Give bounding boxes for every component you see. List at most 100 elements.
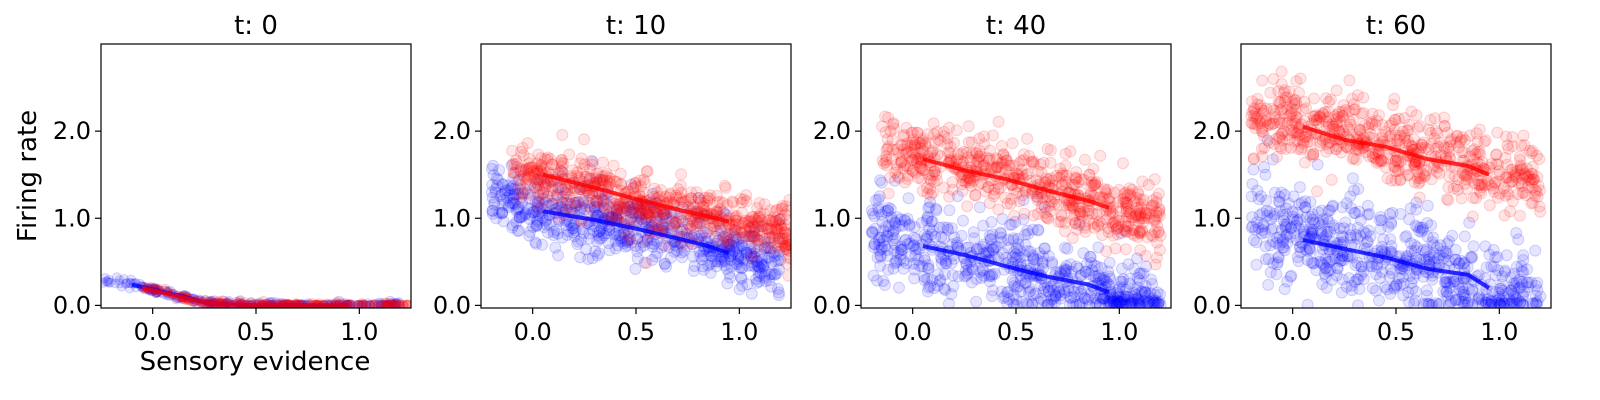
scatter-point: [1103, 192, 1116, 205]
scatter-point: [960, 264, 972, 277]
scatter-point: [1141, 231, 1154, 244]
scatter-point: [623, 230, 636, 243]
scatter-point: [1118, 290, 1131, 303]
scatter-point: [867, 241, 880, 254]
scatter-point: [893, 281, 905, 294]
scatter-point: [881, 230, 894, 243]
scatter-point: [397, 300, 408, 308]
scatter-point: [601, 175, 613, 187]
scatter-point: [596, 174, 609, 187]
scatter-point: [1070, 223, 1083, 236]
scatter-point: [668, 217, 681, 230]
scatter-point: [881, 204, 894, 217]
scatter-point: [596, 205, 609, 218]
scatter-point: [1001, 297, 1014, 308]
scatter-point: [1010, 187, 1023, 200]
scatter-point: [1008, 183, 1021, 196]
scatter-point: [929, 230, 942, 243]
scatter-point: [486, 178, 499, 191]
scatter-point: [1027, 253, 1040, 266]
scatter-point: [1139, 291, 1152, 304]
scatter-point: [1117, 273, 1130, 286]
scatter-point: [900, 147, 913, 160]
scatter-point: [880, 143, 893, 156]
scatter-point: [1125, 294, 1138, 307]
scatter-point: [1143, 295, 1156, 308]
scatter-point: [638, 239, 650, 252]
scatter-point: [1070, 260, 1083, 273]
scatter-point: [729, 218, 742, 231]
scatter-point: [898, 159, 911, 172]
scatter-point: [617, 202, 630, 215]
scatter-point: [951, 153, 964, 166]
scatter-point: [1019, 276, 1032, 289]
scatter-point: [1003, 218, 1016, 231]
scatter-point: [913, 259, 926, 272]
scatter-point: [507, 180, 519, 192]
scatter-point: [908, 147, 921, 160]
scatter-point: [778, 243, 791, 256]
y-tick-label: 1.0: [433, 204, 471, 232]
scatter-point: [515, 145, 527, 158]
scatter-point: [546, 158, 559, 171]
scatter-point: [1021, 167, 1034, 180]
scatter-point: [353, 300, 364, 308]
scatter-point: [1294, 72, 1307, 85]
scatter-point: [1029, 287, 1042, 300]
scatter-point: [919, 139, 932, 152]
scatter-point: [1015, 155, 1028, 168]
scatter-point: [742, 215, 755, 228]
scatter-point: [102, 276, 113, 287]
scatter-point: [629, 177, 641, 190]
scatter-point: [939, 284, 952, 296]
scatter-point: [1035, 292, 1048, 305]
scatter-point: [375, 300, 386, 308]
scatter-point: [635, 213, 648, 226]
scatter-point: [1391, 154, 1404, 167]
scatter-point: [698, 197, 711, 210]
scatter-point: [1102, 226, 1115, 239]
scatter-point: [390, 299, 401, 308]
x-tick-label: 0.0: [514, 318, 552, 346]
scatter-point: [510, 154, 523, 167]
scatter-point: [1130, 191, 1142, 204]
scatter-point: [694, 216, 707, 229]
scatter-point: [874, 250, 887, 263]
scatter-point: [658, 208, 671, 221]
scatter-point: [1066, 232, 1079, 244]
scatter-point: [985, 216, 998, 228]
scatter-point: [489, 186, 502, 199]
scatter-point: [1118, 224, 1131, 237]
scatter-point: [945, 222, 958, 235]
scatter-point: [1150, 298, 1163, 308]
scatter-point: [892, 219, 905, 232]
scatter-point: [737, 193, 750, 206]
scatter-point: [575, 152, 588, 165]
scatter-point: [711, 196, 724, 209]
panels: 0.0 0.5 1.00.01.02.0t: 00.0 0.5 1.00.01.02.0…: [53, 11, 1552, 346]
scatter-point: [1089, 176, 1102, 189]
scatter-point: [872, 193, 885, 206]
scatter-point: [962, 120, 975, 133]
scatter-point: [680, 223, 693, 236]
scatter-point: [753, 275, 765, 288]
scatter-point: [882, 187, 895, 200]
scatter-point: [1058, 262, 1071, 275]
scatter-point: [561, 228, 574, 241]
scatter-point: [1413, 170, 1426, 183]
scatter-point: [933, 221, 946, 234]
scatter-point: [567, 226, 580, 239]
scatter-point: [1131, 202, 1144, 215]
scatter-point: [884, 202, 897, 215]
scatter-point: [610, 208, 623, 221]
scatter-point: [532, 189, 545, 202]
scatter-point: [769, 205, 782, 218]
scatter-point: [1297, 135, 1310, 148]
scatter-point: [1111, 228, 1124, 241]
scatter-point: [964, 154, 977, 167]
scatter-point: [729, 214, 742, 227]
scatter-point: [645, 216, 658, 229]
scatter-point: [620, 202, 633, 215]
scatter-point: [633, 174, 646, 187]
